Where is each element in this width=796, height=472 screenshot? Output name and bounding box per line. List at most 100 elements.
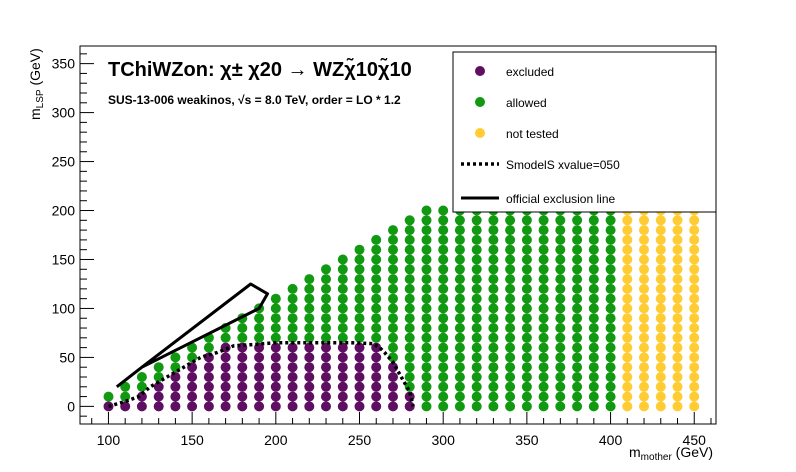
- data-point-allowed: [438, 254, 449, 265]
- data-point-not-tested: [622, 362, 633, 373]
- data-point-allowed: [605, 372, 616, 382]
- data-point-allowed: [505, 254, 516, 265]
- data-point-excluded: [187, 401, 198, 412]
- data-point-excluded: [304, 401, 315, 412]
- data-point-allowed: [588, 254, 599, 265]
- data-point-excluded: [304, 342, 315, 353]
- data-point-allowed: [404, 244, 415, 255]
- data-point-not-tested: [639, 352, 649, 363]
- data-point-allowed: [521, 342, 532, 353]
- data-point-excluded: [404, 401, 415, 412]
- data-point-allowed: [471, 254, 482, 265]
- data-point-allowed: [488, 391, 499, 402]
- data-point-allowed: [471, 391, 482, 402]
- data-point-allowed: [404, 303, 415, 314]
- data-point-allowed: [505, 352, 516, 363]
- data-point-not-tested: [639, 381, 649, 392]
- data-point-allowed: [454, 362, 465, 373]
- data-point-allowed: [488, 264, 499, 275]
- data-point-not-tested: [639, 225, 649, 236]
- data-point-not-tested: [622, 372, 633, 382]
- data-point-not-tested: [689, 332, 700, 343]
- data-point-not-tested: [639, 401, 649, 412]
- data-point-allowed: [521, 391, 532, 402]
- data-point-allowed: [270, 303, 281, 314]
- data-point-excluded: [153, 391, 164, 402]
- data-point-not-tested: [639, 244, 649, 255]
- data-point-allowed: [388, 264, 398, 275]
- data-point-allowed: [488, 362, 499, 373]
- data-point-excluded: [203, 401, 214, 412]
- data-point-allowed: [538, 352, 549, 363]
- data-point-excluded: [321, 401, 331, 412]
- data-point-allowed: [521, 234, 532, 245]
- data-point-excluded: [321, 372, 331, 382]
- data-point-allowed: [505, 264, 516, 275]
- data-point-allowed: [605, 264, 616, 275]
- data-point-excluded: [270, 342, 281, 353]
- data-point-excluded: [136, 401, 147, 412]
- data-point-allowed: [103, 391, 114, 402]
- data-point-not-tested: [622, 342, 633, 353]
- data-point-allowed: [454, 234, 465, 245]
- data-point-allowed: [187, 342, 198, 353]
- data-point-excluded: [220, 401, 231, 412]
- data-point-not-tested: [689, 352, 700, 363]
- data-points: [103, 205, 700, 412]
- data-point-excluded: [388, 381, 398, 392]
- data-point-not-tested: [622, 283, 633, 294]
- data-point-not-tested: [639, 323, 649, 333]
- data-point-allowed: [421, 264, 432, 275]
- data-point-allowed: [287, 332, 298, 343]
- data-point-allowed: [321, 264, 331, 275]
- data-point-allowed: [471, 293, 482, 304]
- data-point-allowed: [555, 342, 566, 353]
- data-point-allowed: [388, 274, 398, 285]
- data-point-allowed: [555, 293, 566, 304]
- data-point-allowed: [555, 254, 566, 265]
- data-point-excluded: [220, 362, 231, 373]
- data-point-allowed: [572, 234, 583, 245]
- data-point-allowed: [505, 332, 516, 343]
- data-point-allowed: [388, 244, 398, 255]
- data-point-allowed: [388, 323, 398, 333]
- data-point-allowed: [488, 283, 499, 294]
- data-point-allowed: [388, 293, 398, 304]
- data-point-excluded: [170, 391, 181, 402]
- data-point-allowed: [404, 323, 415, 333]
- data-point-allowed: [572, 352, 583, 363]
- data-point-excluded: [304, 391, 315, 402]
- data-point-allowed: [488, 372, 499, 382]
- data-point-allowed: [454, 342, 465, 353]
- data-point-allowed: [371, 323, 382, 333]
- data-point-not-tested: [622, 303, 633, 314]
- data-point-excluded: [371, 401, 382, 412]
- data-point-allowed: [454, 323, 465, 333]
- data-point-excluded: [304, 352, 315, 363]
- data-point-allowed: [505, 401, 516, 412]
- data-point-allowed: [304, 332, 315, 343]
- data-point-not-tested: [689, 391, 700, 402]
- data-point-allowed: [572, 372, 583, 382]
- data-point-allowed: [505, 362, 516, 373]
- data-point-not-tested: [639, 362, 649, 373]
- data-point-allowed: [471, 303, 482, 314]
- data-point-excluded: [287, 362, 298, 373]
- data-point-excluded: [254, 391, 265, 402]
- data-point-not-tested: [672, 254, 683, 265]
- data-point-allowed: [354, 332, 365, 343]
- data-point-not-tested: [655, 293, 666, 304]
- data-point-not-tested: [689, 274, 700, 285]
- data-point-not-tested: [672, 362, 683, 373]
- data-point-excluded: [287, 391, 298, 402]
- data-point-allowed: [438, 381, 449, 392]
- data-point-allowed: [438, 264, 449, 275]
- data-point-allowed: [421, 274, 432, 285]
- data-point-not-tested: [689, 372, 700, 382]
- data-point-allowed: [505, 372, 516, 382]
- x-axis: 100 150 200 250 300 350 400 450: [91, 412, 712, 448]
- data-point-allowed: [237, 332, 248, 343]
- data-point-excluded: [337, 391, 348, 402]
- legend-marker-excluded: [475, 66, 485, 76]
- data-point-not-tested: [655, 391, 666, 402]
